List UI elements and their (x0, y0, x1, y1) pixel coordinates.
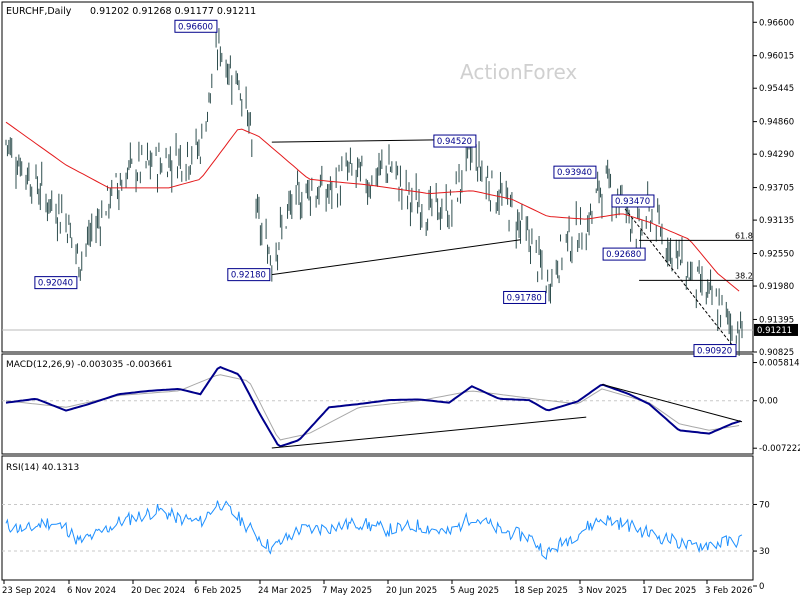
chart-header-symbol: EURCHF,Daily (6, 6, 72, 17)
price-tick-label: 0.93135 (759, 216, 794, 226)
price-tick-label: 0.94860 (759, 118, 794, 128)
x-tick-label: 24 Mar 2025 (258, 586, 312, 596)
x-tick-label: 5 Aug 2025 (450, 586, 499, 596)
price-tick-label: 0.95445 (759, 84, 794, 94)
rsi-tick-label: 70 (759, 500, 770, 510)
price-plot-area: 61.8 38.2 0.96600 0.92040 0.92180 0.94520 0.91… (2, 19, 753, 358)
macd-plot-area (2, 365, 753, 449)
price-tick-label: 0.92550 (759, 250, 794, 260)
chart-header-ohlc: 0.91202 0.91268 0.91177 0.91211 (90, 6, 256, 17)
price-tick-label: 0.93705 (759, 184, 794, 194)
fib-level-label: 61.8 (735, 231, 753, 240)
price-annotation-box (174, 19, 218, 33)
fib-level-label: 38.2 (735, 271, 753, 280)
price-annotation-box (503, 290, 547, 304)
rsi-tick-label: 30 (759, 547, 770, 557)
macd-resistance-trendline (601, 383, 743, 423)
price-annotation-box (611, 194, 655, 208)
price-annotation-label: 0.93940 (557, 168, 592, 178)
price-annotation-label: 0.91780 (507, 293, 542, 303)
macd-line (5, 365, 741, 448)
x-tick-label: 6 Feb 2025 (194, 586, 242, 596)
rsi-plot-area (2, 500, 753, 560)
x-tick-label: 3 Feb 2026 (705, 586, 753, 596)
price-annotation-box (227, 268, 271, 282)
x-tick-label: 20 Dec 2024 (131, 586, 185, 596)
x-tick-label: 7 May 2025 (322, 586, 372, 596)
last-price-badge (754, 323, 798, 336)
sma-line (5, 121, 740, 292)
rsi-line (5, 500, 743, 560)
x-tick-label: 23 Sep 2024 (2, 586, 56, 596)
price-annotation-label: 0.93470 (615, 197, 650, 207)
price-annotation-label: 0.92680 (606, 250, 641, 260)
rsi-panel-frame (1, 455, 754, 581)
price-annotation-box (553, 165, 597, 179)
rsi-tick-label: 0 (759, 582, 764, 592)
price-annotation-label: 0.96600 (178, 22, 213, 32)
price-annotation-box (602, 247, 646, 261)
macd-signal-line (5, 374, 740, 441)
price-annotation-label: 0.90920 (697, 347, 732, 357)
axes: 0.96600 0.96015 0.95445 0.94860 0.94290 0.937… (2, 18, 800, 596)
macd-panel-title: MACD(12,26,9) -0.003035 -0.003661 (6, 360, 172, 370)
price-annotation-box (433, 134, 477, 148)
price-annotation-label: 0.92180 (231, 271, 266, 281)
price-annotation-box (34, 276, 78, 290)
price-tick-label: 0.91395 (759, 315, 794, 325)
x-tick-label: 3 Nov 2025 (578, 586, 627, 596)
price-annotation-label: 0.92040 (38, 279, 73, 289)
price-tick-label: 0.90825 (759, 348, 794, 358)
macd-tick-label: 0.00 (759, 397, 778, 407)
x-tick-label: 20 Jun 2025 (386, 586, 437, 596)
price-annotation-box (693, 344, 737, 358)
price-tick-label: 0.94290 (759, 150, 794, 160)
price-tick-label: 0.96015 (759, 52, 794, 62)
macd-tick-label: 0.005814 (759, 359, 800, 369)
price-annotation-label: 0.94520 (437, 137, 472, 147)
price-tick-label: 0.91980 (759, 282, 794, 292)
support-trendline (271, 239, 521, 276)
x-tick-label: 18 Sep 2025 (514, 586, 568, 596)
last-price-label: 0.91211 (757, 326, 792, 336)
x-tick-label: 17 Dec 2025 (642, 586, 696, 596)
rsi-panel-title: RSI(14) 40.1313 (6, 463, 79, 473)
macd-tick-label: -0.007222 (759, 444, 800, 454)
x-tick-label: 6 Nov 2024 (67, 586, 116, 596)
macd-support-trendline (271, 416, 587, 449)
price-tick-label: 0.96600 (759, 18, 794, 28)
watermark: ActionForex (460, 60, 577, 84)
